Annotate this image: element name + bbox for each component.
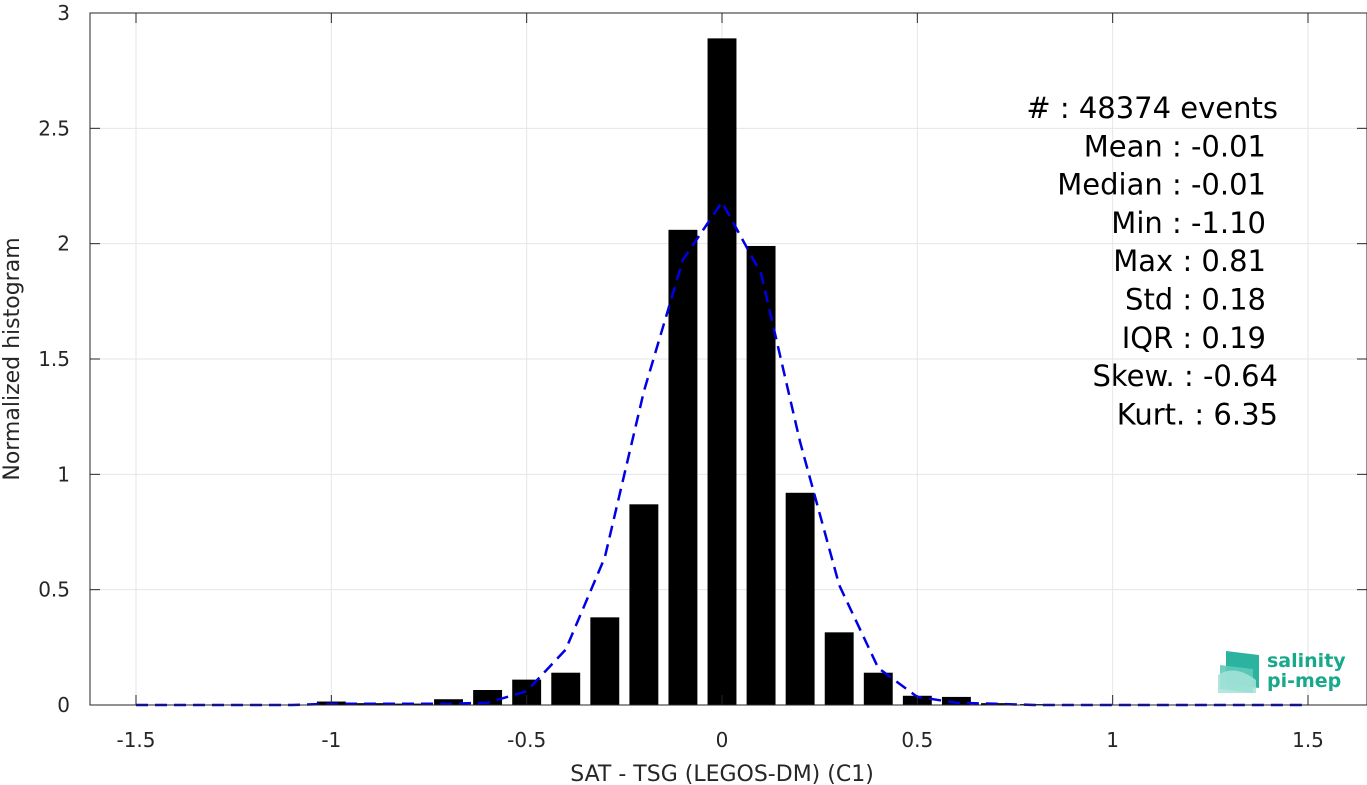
- y-tick-label: 1: [57, 462, 70, 486]
- y-tick-labels: 0 0.5 1 1.5 2 2.5 3: [38, 1, 70, 717]
- histogram-bar: [473, 690, 503, 705]
- stat-line: IQR : 0.19: [1122, 321, 1266, 355]
- logo-line2: pi-mep: [1267, 670, 1341, 692]
- histogram-bar: [668, 229, 698, 705]
- histogram-bar: [941, 696, 971, 705]
- histogram-bar: [590, 617, 620, 705]
- x-tick-label: 1: [1106, 728, 1119, 752]
- y-tick-label: 1.5: [38, 347, 70, 371]
- stat-line: Kurt. : 6.35: [1117, 397, 1278, 431]
- y-tick-label: 0: [57, 693, 70, 717]
- x-tick-label: -1.5: [116, 728, 155, 752]
- x-tick-label: -0.5: [507, 728, 546, 752]
- y-tick-label: 3: [57, 1, 70, 25]
- y-tick-label: 2.5: [38, 116, 70, 140]
- x-tick-label: 0: [716, 728, 729, 752]
- stat-line: Median : -0.01: [1057, 168, 1266, 202]
- x-tick-label: 0.5: [901, 728, 933, 752]
- x-tick-label: -1: [321, 728, 341, 752]
- histogram-bar: [707, 38, 737, 705]
- y-tick-label: 2: [57, 232, 70, 256]
- histogram-bar: [434, 699, 463, 705]
- statistics-box: # : 48374 events Mean : -0.01 Median : -0.…: [1026, 91, 1278, 431]
- histogram-bar: [824, 632, 854, 705]
- axis-ticks: [90, 12, 1367, 706]
- stat-line: # : 48374 events: [1026, 91, 1278, 125]
- histogram-bar: [785, 492, 815, 705]
- stat-line: Max : 0.81: [1113, 244, 1266, 278]
- x-axis-label: SAT - TSG (LEGOS-DM) (C1): [570, 762, 874, 785]
- x-tick-label: 1.5: [1292, 728, 1324, 752]
- stat-line: Std : 0.18: [1125, 283, 1266, 317]
- histogram-bar: [746, 245, 776, 705]
- salinity-pi-mep-logo: salinity pi-mep: [1218, 650, 1346, 693]
- x-tick-labels: -1.5 -1 -0.5 0 0.5 1 1.5: [116, 728, 1323, 752]
- histogram-bar: [551, 672, 581, 705]
- salinity-pi-mep-logo-icon: [1218, 651, 1259, 693]
- stat-line: Min : -1.10: [1111, 206, 1266, 240]
- histogram-bar: [629, 504, 659, 705]
- histogram-bar: [863, 672, 893, 705]
- logo-line1: salinity: [1267, 650, 1346, 672]
- histogram-bars: [316, 38, 1049, 705]
- stat-line: Mean : -0.01: [1084, 129, 1266, 163]
- stat-line: Skew. : -0.64: [1092, 359, 1278, 393]
- y-tick-label: 0.5: [38, 578, 70, 602]
- y-axis-label: Normalized histogram: [0, 237, 25, 480]
